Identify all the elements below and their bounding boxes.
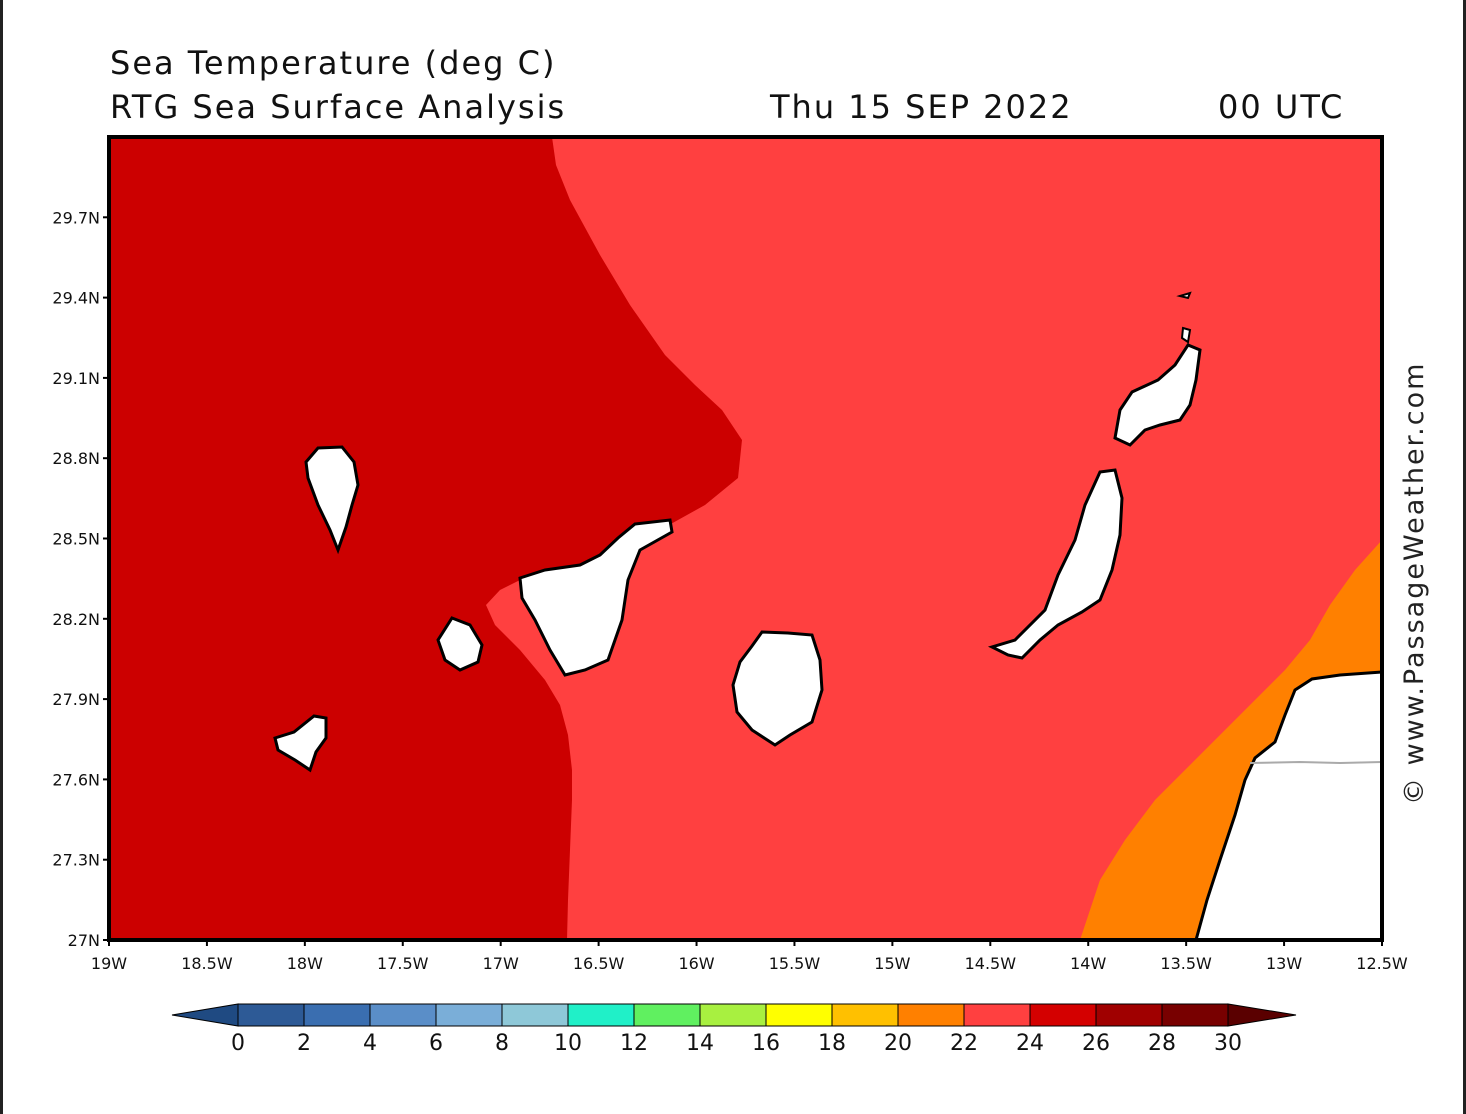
watermark-text: © www.PassageWeather.com [1399,362,1430,805]
lat-tick-label: 27N [68,931,100,950]
lon-tick-label: 18.5W [181,954,233,973]
colorbar-segment [897,1003,965,1027]
colorbar-label: 28 [1148,1031,1176,1056]
islet-alegranza [1176,291,1192,300]
colorbar-under-arrow [171,1003,239,1027]
colorbar-segment [831,1003,899,1027]
island-fuerteventura [987,468,1124,660]
lon-tick-label: 19W [91,954,127,973]
colorbar-segment [633,1003,701,1027]
lon-tick-label: 14W [1070,954,1106,973]
colorbar-segment [1161,1003,1229,1027]
colorbar-segment [765,1003,833,1027]
colorbar-label: 0 [231,1031,245,1056]
colorbar-label: 18 [818,1031,846,1056]
colorbar-label: 14 [686,1031,714,1056]
lon-tick-label: 12.5W [1356,954,1408,973]
colorbar-segment [1029,1003,1097,1027]
lat-tick-label: 27.6N [52,770,100,789]
colorbar-segment [435,1003,503,1027]
map-date: Thu 15 SEP 2022 [770,88,1073,126]
lon-tick-label: 15.5W [769,954,821,973]
lat-tick-label: 27.3N [52,851,100,870]
lon-tick-label: 14.5W [965,954,1017,973]
colorbar-segment [369,1003,437,1027]
colorbar: 0 2 4 6 8 10 12 14 16 18 20 22 24 26 28 30 [171,1003,1297,1056]
colorbar-segment [501,1003,569,1027]
island-lanzarote [1113,343,1202,447]
map-plot-area [109,137,1382,940]
colorbar-label: 26 [1082,1031,1110,1056]
colorbar-segment [303,1003,371,1027]
lat-tick-label: 29.4N [52,289,100,308]
lon-tick-label: 16W [678,954,714,973]
colorbar-label: 22 [950,1031,978,1056]
lat-tick-label: 27.9N [52,690,100,709]
colorbar-segment [699,1003,767,1027]
colorbar-label: 24 [1016,1031,1044,1056]
colorbar-segment [237,1003,305,1027]
map-title: Sea Temperature (deg C) [110,44,557,82]
island-gran-canaria [731,630,824,747]
island-la-gomera [436,616,484,672]
colorbar-label: 10 [554,1031,582,1056]
colorbar-label: 6 [429,1031,443,1056]
lat-tick-label: 28.5N [52,530,100,549]
colorbar-label: 8 [495,1031,509,1056]
african-coast-land [1194,670,1382,940]
map-subtitle: RTG Sea Surface Analysis [110,88,567,126]
colorbar-label: 20 [884,1031,912,1056]
map-time: 00 UTC [1218,88,1345,126]
colorbar-label: 30 [1214,1031,1242,1056]
colorbar-segment [963,1003,1031,1027]
lon-tick-label: 17.5W [377,954,429,973]
lat-tick-label: 28.8N [52,449,100,468]
lon-tick-label: 18W [287,954,323,973]
colorbar-label: 2 [297,1031,311,1056]
island-la-palma [304,445,360,555]
colorbar-segment [567,1003,635,1027]
colorbar-label: 16 [752,1031,780,1056]
island-tenerife [518,518,674,677]
colorbar-over-arrow [1227,1003,1297,1027]
lon-tick-label: 13W [1266,954,1302,973]
longitude-axis: 19W 18.5W 18W 17.5W 17W 16.5W 16W 15.5W 15W 14.5W… [91,940,1408,973]
country-border [1249,760,1382,765]
latitude-axis: 29.7N 29.4N 29.1N 28.8N 28.5N 28.2N 27.9N 27.6N… [52,208,109,950]
lon-tick-label: 16.5W [573,954,625,973]
sst-field-26-28 [109,137,742,940]
lon-tick-label: 13.5W [1160,954,1212,973]
lon-tick-label: 17W [483,954,519,973]
lat-tick-label: 29.1N [52,369,100,388]
colorbar-label: 12 [620,1031,648,1056]
lat-tick-label: 29.7N [52,208,100,227]
islet-graciosa [1180,326,1192,344]
lon-tick-label: 15W [874,954,910,973]
colorbar-segment [1095,1003,1163,1027]
colorbar-label: 4 [363,1031,377,1056]
island-el-hierro [273,714,328,773]
lat-tick-label: 28.2N [52,610,100,629]
